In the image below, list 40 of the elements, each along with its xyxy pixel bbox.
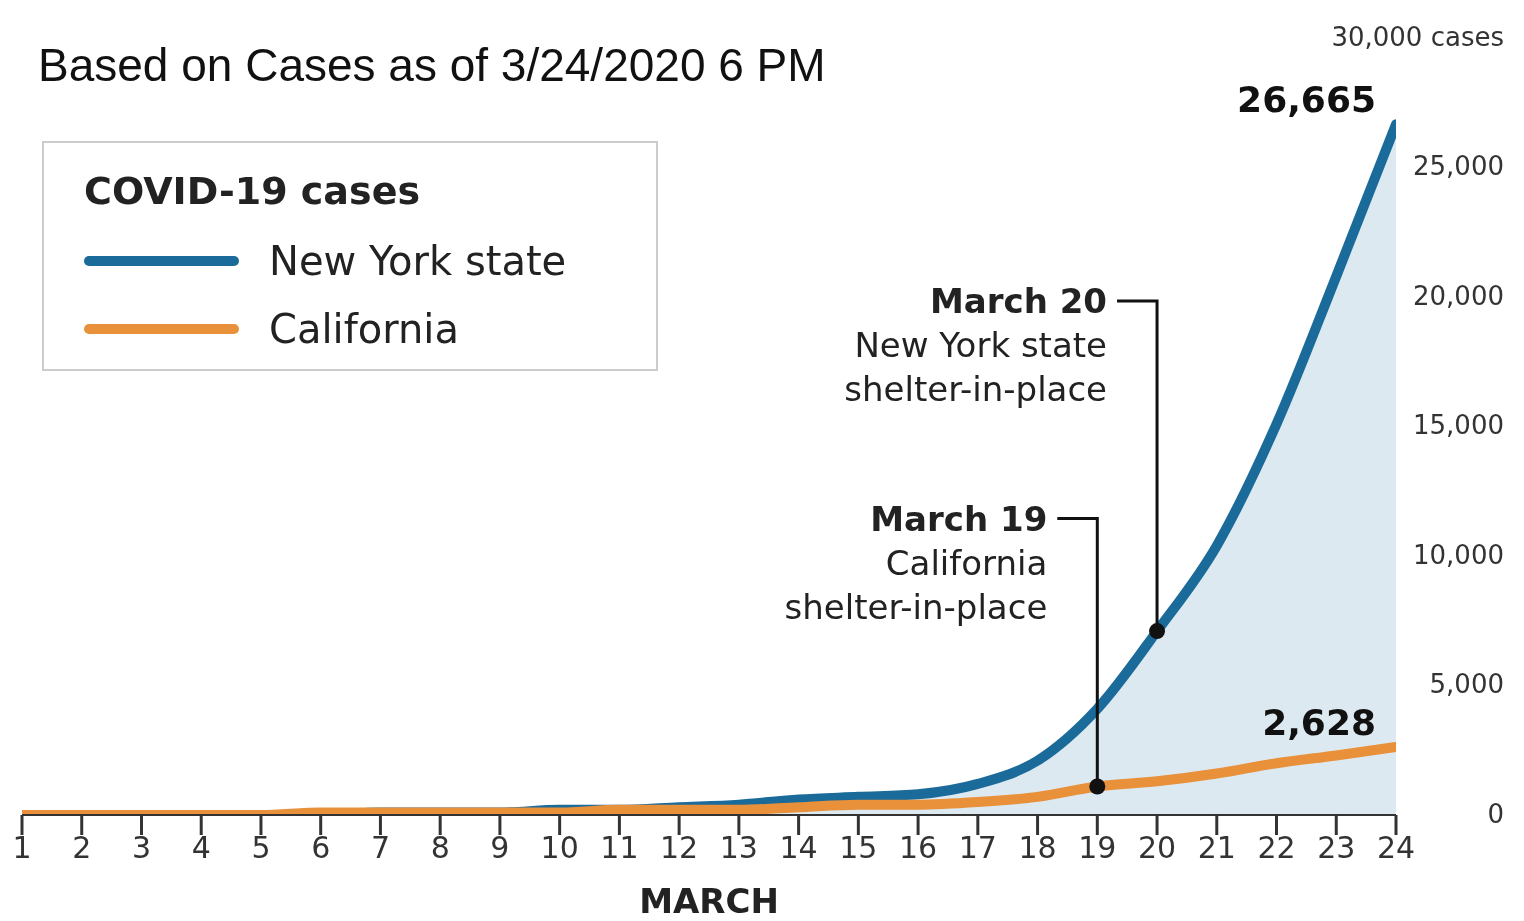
y-tick-label: 10,000 [1413,539,1504,570]
x-tick-label: 20 [1137,830,1177,866]
legend-label: New York state [269,238,567,284]
y-tick-label: 20,000 [1413,280,1504,311]
y-tick-label: 30,000 cases [1331,21,1504,52]
annotation: March 20 New York state shelter-in-place [844,281,1108,410]
x-tick-label: 15 [839,830,878,866]
legend-title: COVID-19 cases [84,169,422,213]
data-label: 26,665 [1237,79,1376,121]
x-tick-label: 1 [12,830,32,866]
annotation: March 19 California shelter-in-place [784,498,1048,627]
data-label: 2,628 [1262,701,1376,743]
legend-label: California [269,306,459,352]
y-tick-label: 25,000 [1413,151,1504,181]
x-tick-label: 11 [600,830,639,866]
x-tick-label: 23 [1317,830,1356,866]
x-tick-label: 24 [1376,830,1416,866]
x-tick-label: 22 [1257,830,1296,866]
x-tick-label: 7 [370,830,390,866]
x-tick-label: 18 [1018,830,1057,866]
y-tick-label: 5,000 [1429,669,1504,699]
x-tick-label: 10 [540,830,579,866]
y-tick-label: 0 [1487,798,1504,829]
x-tick-label: 13 [719,830,758,866]
x-tick-label: 17 [958,830,997,866]
y-tick-label: 15,000 [1413,410,1504,440]
x-tick-label: 8 [430,830,450,866]
x-tick-label: 2 [72,830,92,866]
x-tick-label: 3 [131,830,152,866]
x-tick-label: 21 [1197,830,1236,866]
x-tick-label: 14 [779,830,818,866]
x-tick-label: 16 [898,830,938,866]
x-tick-label: 12 [660,830,699,866]
x-tick-label: 5 [251,830,271,866]
x-tick-label: 19 [1078,830,1117,866]
x-tick-label: 4 [191,830,211,866]
chart-title: Based on Cases as of 3/24/2020 6 PM [38,38,826,92]
x-tick-label: 6 [311,830,331,866]
x-tick-label: 9 [490,830,510,866]
x-axis-title: MARCH [639,881,779,921]
